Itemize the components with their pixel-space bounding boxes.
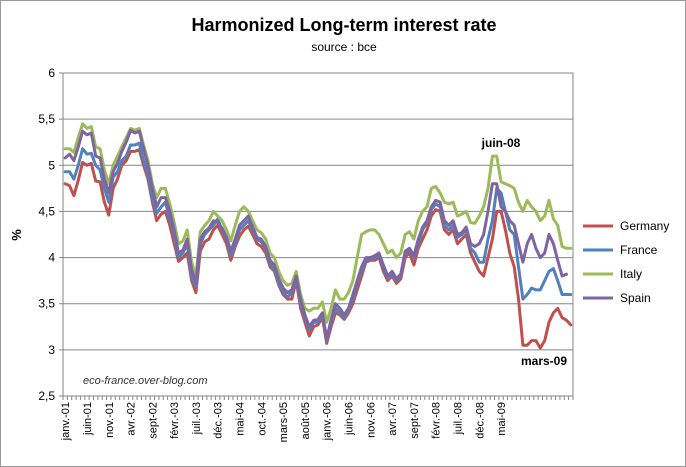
x-tick-label: avr.-07 <box>387 402 399 436</box>
series-line-france <box>63 141 573 343</box>
x-tick-label: juin-06 <box>344 402 356 436</box>
legend-label-germany: Germany <box>620 219 669 233</box>
series-lines <box>63 122 573 350</box>
y-tick-label: 2,5 <box>38 389 55 403</box>
x-tick-label: févr.-08 <box>431 402 443 439</box>
x-tick-label: avr.-02 <box>126 402 138 436</box>
x-tick-label: janv.-06 <box>322 402 334 441</box>
x-tick-label: févr.-03 <box>169 402 181 439</box>
y-axis-label: % <box>9 229 24 241</box>
x-tick-label: mai-09 <box>496 402 508 436</box>
annotation-trough: mars-09 <box>521 354 567 368</box>
chart-title: Harmonized Long-term interest rate <box>191 15 496 35</box>
x-tick-label: déc.-03 <box>213 402 225 439</box>
x-tick-label: juil.-03 <box>191 402 203 435</box>
x-tick-label: janv.-01 <box>60 402 72 441</box>
x-tick-label: sept-02 <box>147 402 159 439</box>
y-tick-label: 5 <box>48 158 55 172</box>
watermark-text: eco-france.over-blog.com <box>83 375 208 387</box>
plot-area <box>62 72 574 397</box>
chart-subtitle: source : bce <box>311 40 377 54</box>
series-line-spain <box>63 128 568 341</box>
legend-label-france: France <box>620 243 658 257</box>
x-tick-label: juil.-08 <box>452 402 464 435</box>
legend: Germany France Italy Spain <box>583 219 669 305</box>
y-tick-label: 4,5 <box>38 204 55 218</box>
y-tick-label: 3 <box>48 343 55 357</box>
y-tick-label: 5,5 <box>38 112 55 126</box>
y-tick-label: 3,5 <box>38 297 55 311</box>
y-axis-ticks: 2,5 3 3,5 4 4,5 5 5,5 6 <box>38 66 63 403</box>
annotation-peak: juin-08 <box>481 136 521 150</box>
x-tick-label: sept-07 <box>409 402 421 439</box>
x-axis-ticks: janv.-01 juin-01 nov.-01 avr.-02 sept-02 févr… <box>60 396 574 442</box>
x-tick-label: mars-05 <box>278 402 290 442</box>
x-tick-label: nov.-06 <box>365 402 377 438</box>
x-tick-label: mai-04 <box>235 402 247 436</box>
y-tick-label: 6 <box>48 66 55 80</box>
x-tick-label: juin-01 <box>82 402 94 436</box>
x-tick-label: déc.-08 <box>474 402 486 439</box>
x-tick-label: nov.-01 <box>104 402 116 438</box>
x-tick-label: août-05 <box>300 402 312 439</box>
legend-label-italy: Italy <box>620 267 642 281</box>
y-tick-label: 4 <box>48 251 55 265</box>
legend-label-spain: Spain <box>620 291 651 305</box>
x-tick-label: oct.-04 <box>256 402 268 436</box>
